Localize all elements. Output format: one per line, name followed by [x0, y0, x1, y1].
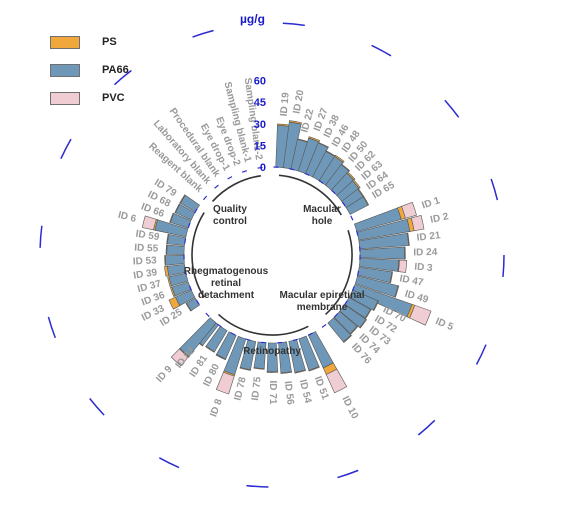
category-label-id-78: ID 78	[233, 376, 249, 402]
bar-id-10-pvc	[325, 368, 348, 394]
category-label-id-2: ID 2	[429, 211, 450, 226]
bar-id-73-ps	[359, 318, 368, 329]
bar-id-71-ps	[266, 371, 279, 373]
bar-id-3-pvc	[398, 259, 408, 273]
legend-swatch-ps	[50, 35, 80, 49]
bar-id-51-ps	[308, 366, 320, 372]
bar-id-6-pvc	[141, 215, 157, 231]
category-label-id-59: ID 59	[135, 229, 161, 244]
bar-id-53-ps	[164, 255, 167, 266]
bar-id-9-pvc	[170, 348, 189, 367]
radial-tick-label-30: 30	[254, 119, 266, 131]
bar-id-39-ps	[164, 265, 170, 277]
category-label-id-51: ID 51	[312, 375, 331, 402]
bar-id-62-ps	[346, 171, 356, 181]
bar-id-49-ps	[394, 285, 400, 298]
category-label-id-75: ID 75	[250, 376, 264, 401]
category-label-id-39: ID 39	[133, 267, 159, 282]
group-arc-macular-epiretinal-membrane	[324, 230, 353, 316]
category-label-id-5: ID 5	[434, 316, 456, 333]
bar-id-55-ps	[165, 244, 168, 255]
group-arc-macular-hole	[278, 174, 342, 216]
group-label-retinopathy: Retinopathy	[243, 346, 301, 357]
bar-id-54-ps	[294, 369, 306, 374]
legend-label-pvc: PVC	[102, 92, 125, 104]
bar-id-74-ps	[349, 325, 359, 335]
category-label-id-71: ID 71	[267, 381, 278, 405]
bar-id-33-ps	[168, 296, 181, 310]
bar-id-8-pvc	[215, 371, 235, 395]
legend-item-pvc: PVC	[50, 84, 129, 112]
category-label-id-20: ID 20	[292, 89, 307, 115]
bar-id-65-ps	[362, 195, 370, 206]
bar-id-37-ps	[167, 276, 172, 287]
radial-tick-label-45: 45	[254, 97, 266, 109]
bar-id-1-pvc	[401, 201, 417, 219]
category-label-id-55: ID 55	[134, 243, 159, 255]
group-arc-retinopathy	[217, 313, 309, 336]
category-label-id-54: ID 54	[297, 379, 313, 405]
legend-item-pa66: PA66	[50, 56, 129, 84]
group-label-macular-hole: Macular hole	[303, 204, 341, 227]
outer-circle	[39, 22, 505, 488]
radial-tick-label-0: 0	[260, 162, 266, 174]
bar-id-50-ps	[340, 163, 351, 172]
bar-id-25-ps	[185, 302, 192, 312]
bar-id-78-ps	[239, 367, 251, 371]
bar-id-27-ps	[308, 136, 321, 143]
bar-id-21-ps	[406, 232, 410, 246]
bar-id-47-ps	[389, 271, 394, 284]
group-arc-rhegmatogenous	[191, 212, 205, 298]
radial-tick-label-15: 15	[254, 140, 266, 152]
group-label-macular-epiretinal-membrane: Macular epiretinal membrane	[279, 290, 364, 313]
legend: PS PA66 PVC	[50, 28, 129, 112]
radial-axis-unit: µg/g	[240, 12, 265, 26]
bar-id-53-pa66	[164, 255, 185, 266]
group-label-rhegmatogenous-retinal-detachment: Rhegmatogenous retinal detachment	[184, 266, 269, 301]
legend-label-pa66: PA66	[102, 64, 129, 76]
category-label-id-24: ID 24	[413, 247, 438, 258]
bar-id-56-ps	[280, 371, 292, 374]
category-label-id-8: ID 8	[208, 397, 225, 418]
category-label-id-53: ID 53	[133, 255, 158, 267]
category-label-id-9: ID 9	[154, 364, 175, 385]
bar-id-68-ps	[174, 203, 181, 214]
bar-id-38-ps	[317, 141, 329, 149]
bar-id-55-pa66	[166, 244, 185, 255]
bar-id-59-ps	[166, 233, 170, 245]
category-label-id-10: ID 10	[339, 394, 360, 421]
bar-id-20-ps	[288, 120, 302, 125]
group-arc-quality-control	[211, 174, 261, 203]
category-label-id-21: ID 21	[416, 230, 441, 244]
category-label-id-47: ID 47	[399, 273, 425, 288]
radial-tick-label-60: 60	[254, 76, 266, 88]
category-label-id-56: ID 56	[282, 380, 296, 405]
legend-item-ps: PS	[50, 28, 129, 56]
category-label-id-3: ID 3	[414, 262, 434, 275]
bar-id-81-ps	[205, 345, 215, 353]
bar-id-5-pvc	[409, 304, 432, 326]
bar-id-79-ps	[179, 194, 186, 204]
legend-label-ps: PS	[102, 36, 117, 48]
bar-id-75-ps	[253, 367, 265, 370]
bar-id-24-ps	[404, 246, 406, 260]
bar-id-80-ps	[215, 354, 227, 361]
category-label-id-1: ID 1	[420, 195, 441, 211]
bar-id-76-ps	[342, 334, 352, 343]
bar-id-72-ps	[364, 308, 372, 319]
bar-id-2-pvc	[410, 215, 425, 232]
base-circle	[183, 166, 361, 344]
bar-id-36-ps	[169, 286, 176, 298]
legend-swatch-pa66	[50, 63, 80, 77]
legend-swatch-pvc	[50, 91, 80, 105]
bar-id-66-ps	[169, 212, 175, 223]
bar-id-24-pa66	[359, 246, 405, 260]
bar-id-48-ps	[334, 154, 345, 163]
category-label-id-6: ID 6	[117, 210, 138, 225]
bar-id-70-ps	[372, 300, 379, 311]
group-label-quality-control: Quality control	[213, 204, 247, 227]
bar-id-63-ps	[352, 179, 361, 189]
category-label-id-19: ID 19	[279, 92, 292, 117]
